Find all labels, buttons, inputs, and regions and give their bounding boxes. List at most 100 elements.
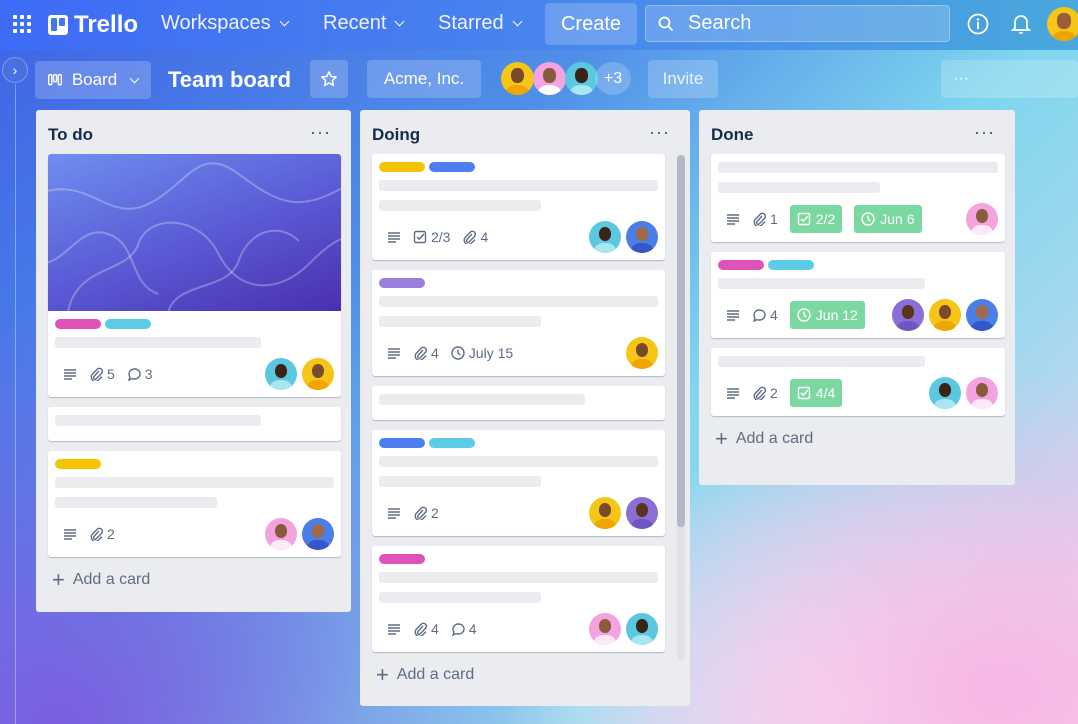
card-title-placeholder: [718, 182, 881, 193]
member-avatar[interactable]: [589, 497, 621, 529]
card-labels: [55, 459, 334, 469]
attachment-icon: [753, 386, 766, 400]
card-label[interactable]: [379, 162, 425, 172]
member-avatar[interactable]: [929, 377, 961, 409]
member-avatar[interactable]: [589, 221, 621, 253]
badge-attachment: 4: [462, 229, 488, 245]
due-badge-clock[interactable]: Jun 12: [789, 301, 865, 329]
more-members-badge[interactable]: +3: [595, 62, 631, 95]
member-avatar[interactable]: [966, 203, 998, 235]
member-avatar[interactable]: [626, 613, 658, 645]
card-footer: 2: [379, 496, 658, 530]
member-avatar[interactable]: [302, 358, 334, 390]
board-view-label: Board: [71, 70, 118, 89]
card[interactable]: [372, 386, 665, 420]
description-icon: [727, 214, 739, 225]
card[interactable]: 2 4/4: [711, 348, 1005, 416]
scrollbar-thumb[interactable]: [677, 155, 685, 527]
card[interactable]: 4 Jun 12: [711, 252, 1005, 338]
add-card-button[interactable]: + Add a card: [372, 664, 665, 686]
member-avatar[interactable]: [966, 377, 998, 409]
card-label[interactable]: [718, 260, 764, 270]
list-title[interactable]: Done: [711, 125, 754, 144]
board-menu-button[interactable]: ···: [941, 60, 1078, 98]
card[interactable]: 4 July 15: [372, 270, 665, 376]
trello-logo[interactable]: Trello: [48, 11, 138, 39]
member-avatar[interactable]: [565, 62, 598, 95]
sidebar-expand-button[interactable]: ›: [2, 57, 28, 83]
card-label[interactable]: [379, 278, 425, 288]
card-label[interactable]: [379, 438, 425, 448]
list-scrollbar[interactable]: [677, 155, 685, 660]
badge-clock: July 15: [451, 345, 513, 361]
list-menu-button[interactable]: ···: [649, 122, 670, 142]
app-switcher-icon[interactable]: [13, 15, 31, 33]
attachment-icon: [414, 506, 427, 520]
card-label[interactable]: [379, 554, 425, 564]
card[interactable]: 1 2/2 Jun 6: [711, 154, 1005, 242]
card-label[interactable]: [55, 319, 101, 329]
member-avatar[interactable]: [302, 518, 334, 550]
card-cover-image: [48, 154, 341, 311]
card-title-placeholder: [718, 162, 998, 173]
nav-recent[interactable]: Recent: [323, 12, 405, 35]
due-badge-checklist[interactable]: 2/2: [789, 205, 843, 233]
nav-workspaces[interactable]: Workspaces: [161, 12, 290, 35]
card-badges: 2 4/4: [718, 379, 843, 407]
board-title[interactable]: Team board: [168, 67, 292, 92]
add-card-button[interactable]: + Add a card: [48, 569, 341, 591]
card[interactable]: 2: [372, 430, 665, 536]
due-badge-clock[interactable]: Jun 6: [854, 205, 922, 233]
badge-description: [387, 622, 401, 636]
member-avatar[interactable]: [966, 299, 998, 331]
board-view-switcher[interactable]: Board: [35, 61, 151, 99]
badge-text: 2: [770, 385, 778, 401]
member-avatar[interactable]: [929, 299, 961, 331]
list-menu-button[interactable]: ···: [974, 122, 995, 142]
due-badge-checklist[interactable]: 4/4: [789, 379, 843, 407]
card[interactable]: 2/3 4: [372, 154, 665, 260]
badge-text: July 15: [468, 345, 514, 361]
member-avatar[interactable]: [533, 62, 566, 95]
badge-description: [63, 367, 77, 381]
badge-attachment: 4: [413, 345, 439, 361]
badge-text: 4: [480, 229, 489, 245]
member-avatar[interactable]: [589, 613, 621, 645]
clock-icon: [451, 346, 465, 360]
member-avatar[interactable]: [892, 299, 924, 331]
card-label[interactable]: [105, 319, 151, 329]
nav-starred[interactable]: Starred: [438, 12, 523, 35]
add-card-button[interactable]: + Add a card: [711, 426, 1005, 451]
card[interactable]: 2: [48, 451, 341, 557]
card-label[interactable]: [429, 438, 475, 448]
board-members[interactable]: +3: [501, 62, 631, 95]
info-icon[interactable]: [967, 13, 989, 35]
list-menu-button[interactable]: ···: [310, 122, 331, 142]
member-avatar[interactable]: [501, 62, 534, 95]
member-avatar[interactable]: [265, 518, 297, 550]
card-title-placeholder: [379, 296, 658, 307]
member-avatar[interactable]: [626, 337, 658, 369]
badge-attachment: 2: [89, 526, 115, 542]
card-label[interactable]: [768, 260, 814, 270]
clock-icon: [797, 308, 811, 322]
card[interactable]: [48, 407, 341, 441]
workspace-button[interactable]: Acme, Inc.: [367, 60, 481, 98]
plus-icon: +: [715, 426, 728, 451]
member-avatar[interactable]: [626, 497, 658, 529]
list-title[interactable]: To do: [48, 125, 93, 144]
star-icon: [321, 71, 337, 87]
card-label[interactable]: [55, 459, 101, 469]
card-label[interactable]: [429, 162, 475, 172]
invite-button[interactable]: Invite: [648, 60, 718, 98]
member-avatar[interactable]: [265, 358, 297, 390]
search-input[interactable]: Search: [645, 5, 950, 42]
star-board-button[interactable]: [310, 60, 348, 98]
user-avatar[interactable]: [1047, 7, 1078, 41]
create-button[interactable]: Create: [545, 3, 637, 45]
notifications-bell-icon[interactable]: [1011, 13, 1031, 35]
list-title[interactable]: Doing: [372, 125, 421, 144]
member-avatar[interactable]: [626, 221, 658, 253]
